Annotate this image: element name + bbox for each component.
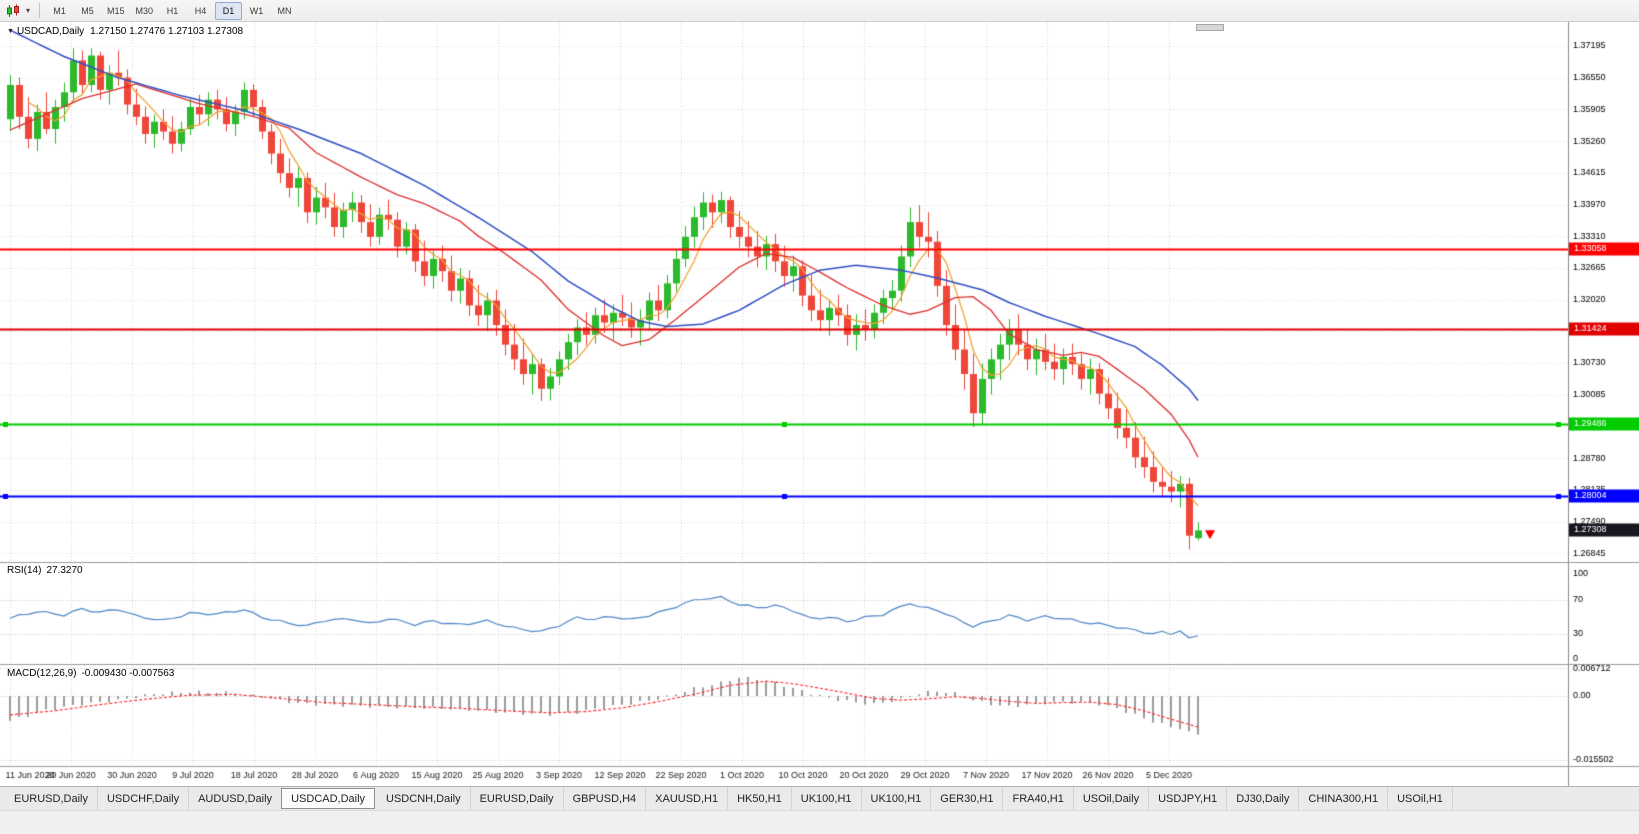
- chart-tab[interactable]: USDCHF,Daily: [98, 787, 190, 810]
- macd-indicator-label: MACD(12,26,9) -0.009430 -0.007563: [7, 668, 174, 679]
- timeframe-button-w1[interactable]: W1: [243, 2, 270, 20]
- chart-tab[interactable]: UK100,H1: [862, 787, 932, 810]
- chart-collapse-icon[interactable]: ▼: [7, 28, 14, 35]
- chart-window: ▼ USDCAD,Daily 1.27150 1.27476 1.27103 1.2…: [0, 22, 1639, 786]
- chart-tab[interactable]: HK50,H1: [728, 787, 792, 810]
- chart-ohlc-readout: 1.27150 1.27476 1.27103 1.27308: [90, 26, 244, 37]
- rsi-name: RSI(14): [7, 565, 42, 576]
- timeframe-button-m30[interactable]: M30: [131, 2, 159, 20]
- chart-symbol-period: USDCAD,Daily: [16, 26, 85, 37]
- timeframe-button-m15[interactable]: M15: [102, 2, 130, 20]
- chart-tab[interactable]: GBPUSD,H4: [564, 787, 647, 810]
- timeframe-button-h4[interactable]: H4: [187, 2, 214, 20]
- timeframe-button-h1[interactable]: H1: [159, 2, 186, 20]
- status-bar: [0, 810, 1639, 834]
- chart-tab[interactable]: USDCNH,Daily: [377, 787, 471, 810]
- timeframe-button-m1[interactable]: M1: [46, 2, 73, 20]
- chart-tab[interactable]: FRA40,H1: [1003, 787, 1074, 810]
- chart-tab[interactable]: EURUSD,Daily: [5, 787, 98, 810]
- chart-tab[interactable]: USDJPY,H1: [1149, 787, 1228, 810]
- chart-tab[interactable]: AUDUSD,Daily: [189, 787, 283, 810]
- chart-scroll-thumb[interactable]: [1196, 24, 1224, 31]
- chart-tab[interactable]: DJ30,Daily: [1227, 787, 1300, 810]
- chart-tab[interactable]: UK100,H1: [792, 787, 862, 810]
- macd-name: MACD(12,26,9): [7, 668, 77, 679]
- rsi-indicator-label: RSI(14) 27.3270: [7, 565, 83, 576]
- chart-tab[interactable]: USOil,H1: [1388, 787, 1453, 810]
- chart-tab[interactable]: CHINA300,H1: [1299, 787, 1389, 810]
- toolbar-separator: [39, 3, 40, 18]
- rsi-value: 27.3270: [46, 565, 83, 576]
- macd-values: -0.009430 -0.007563: [81, 668, 175, 679]
- chart-tab-active[interactable]: USDCAD,Daily: [281, 788, 376, 809]
- chart-tab[interactable]: XAUUSD,H1: [646, 787, 729, 810]
- chart-tabs-bar: EURUSD,Daily USDCHF,Daily AUDUSD,Daily USDC…: [0, 786, 1639, 810]
- chart-tab[interactable]: GER30,H1: [931, 787, 1004, 810]
- toolbar: ▾ M1 M5 M15 M30 H1 H4 D1 W1 MN: [0, 0, 1639, 22]
- chart-title: ▼ USDCAD,Daily 1.27150 1.27476 1.27103 1.2…: [7, 26, 243, 37]
- chart-tab[interactable]: USOil,Daily: [1074, 787, 1150, 810]
- chart-type-icon[interactable]: [4, 2, 22, 20]
- chart-tab[interactable]: EURUSD,Daily: [471, 787, 564, 810]
- timeframe-button-m5[interactable]: M5: [74, 2, 101, 20]
- timeframe-button-mn[interactable]: MN: [271, 2, 298, 20]
- timeframe-button-d1[interactable]: D1: [215, 1, 243, 20]
- chart-type-dropdown-caret[interactable]: ▾: [25, 6, 30, 15]
- price-chart-canvas[interactable]: [0, 22, 1639, 786]
